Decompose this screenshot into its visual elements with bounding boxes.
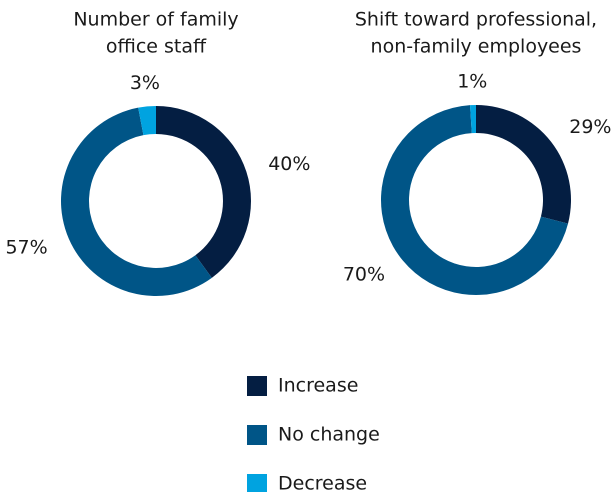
legend-swatch	[247, 376, 267, 396]
data-label: 40%	[268, 153, 310, 175]
data-label: 1%	[457, 71, 487, 93]
chart-title: non-family employees	[371, 36, 582, 58]
chart-title: Number of family	[73, 9, 238, 31]
data-label: 57%	[5, 236, 47, 258]
data-label: 29%	[569, 116, 611, 138]
chart-title: Shift toward professional,	[355, 9, 597, 31]
donut-segment	[61, 107, 212, 296]
legend-label: Decrease	[278, 473, 367, 492]
donut-segment	[470, 105, 476, 134]
donut-segment	[156, 106, 252, 278]
legend-label: Increase	[278, 375, 358, 397]
donut-segment	[381, 105, 569, 296]
legend-swatch	[247, 474, 267, 492]
data-label: 3%	[130, 72, 160, 94]
donut-segment	[476, 105, 571, 224]
data-label: 70%	[343, 264, 385, 286]
legend-label: No change	[278, 424, 380, 446]
chart-title: office staff	[106, 36, 207, 58]
donut-segment	[138, 106, 156, 136]
legend-swatch	[247, 425, 267, 445]
